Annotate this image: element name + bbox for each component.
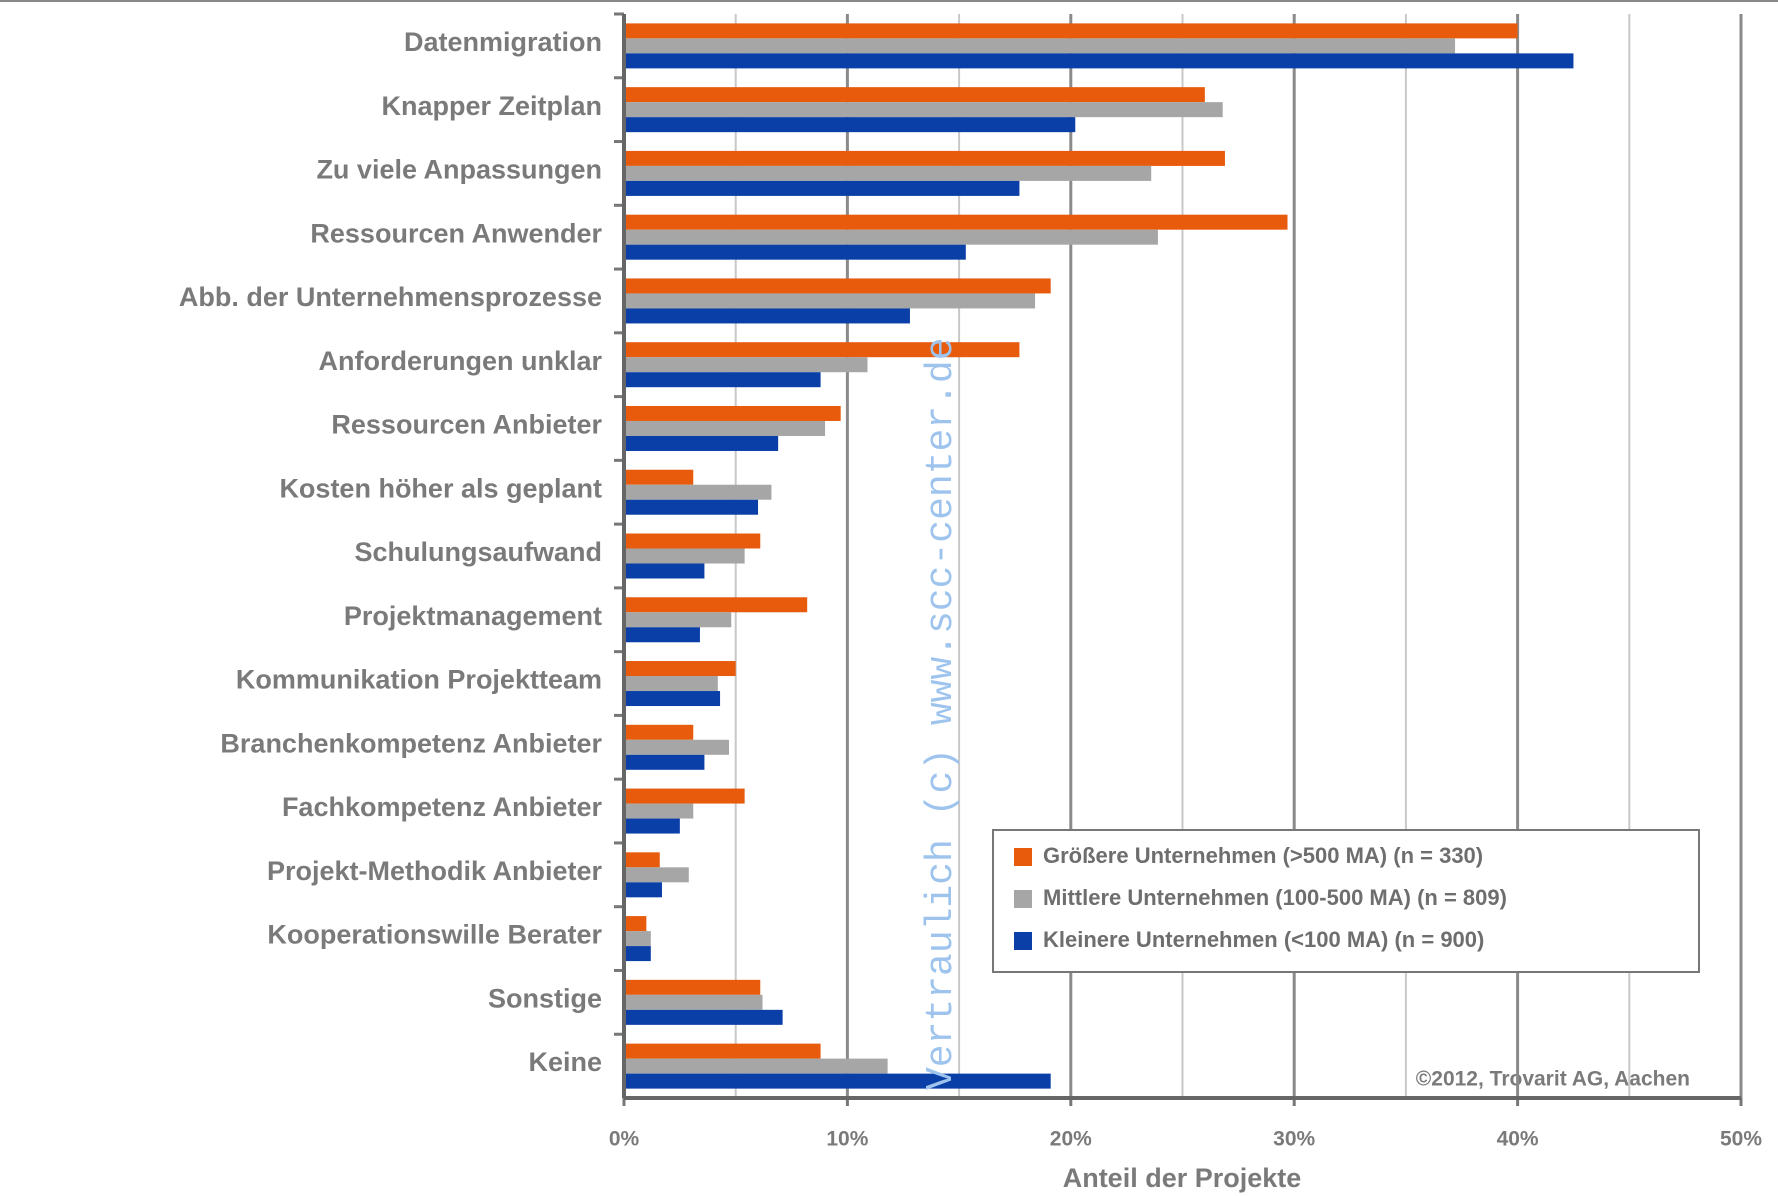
x-tick-label: 30% bbox=[1273, 1128, 1315, 1151]
x-tick-label: 50% bbox=[1720, 1128, 1762, 1151]
bar bbox=[624, 916, 647, 932]
x-tick-label: 20% bbox=[1050, 1128, 1092, 1151]
bar bbox=[624, 803, 694, 819]
category-label: Anforderungen unklar bbox=[318, 346, 602, 376]
category-label: Kommunikation Projektteam bbox=[236, 665, 602, 695]
bar bbox=[624, 23, 1518, 39]
bar bbox=[624, 484, 772, 500]
legend-swatch bbox=[1014, 848, 1032, 866]
bar bbox=[624, 342, 1020, 358]
watermark: Vertraulich (c) www.scc-center.de bbox=[920, 337, 963, 1090]
category-label: Projektmanagement bbox=[344, 601, 602, 631]
x-tick-label: 40% bbox=[1497, 1128, 1539, 1151]
x-tick-label: 10% bbox=[826, 1128, 868, 1151]
bar bbox=[624, 691, 721, 707]
bar bbox=[624, 818, 680, 834]
bar bbox=[624, 499, 759, 515]
category-label: Datenmigration bbox=[404, 27, 602, 57]
category-label: Branchenkompetenz Anbieter bbox=[220, 728, 602, 758]
bar bbox=[624, 627, 700, 643]
category-label: Projekt-Methodik Anbieter bbox=[267, 856, 603, 886]
bar bbox=[624, 548, 745, 564]
legend-label: Mittlere Unternehmen (100-500 MA) (n = 8… bbox=[1043, 885, 1507, 910]
bar bbox=[624, 867, 689, 883]
bar bbox=[624, 214, 1288, 230]
bar bbox=[624, 87, 1205, 103]
bar bbox=[624, 38, 1456, 54]
bar bbox=[624, 244, 966, 260]
bar bbox=[624, 979, 761, 995]
category-label: Sonstige bbox=[488, 983, 602, 1013]
bar bbox=[624, 563, 705, 579]
bar bbox=[624, 724, 694, 740]
category-label: Ressourcen Anbieter bbox=[331, 410, 602, 440]
bar bbox=[624, 1043, 821, 1059]
bar bbox=[624, 435, 779, 451]
x-tick-label: 0% bbox=[609, 1128, 640, 1151]
bar bbox=[624, 293, 1036, 309]
bar bbox=[624, 278, 1051, 294]
bar bbox=[624, 597, 808, 613]
category-label: Fachkompetenz Anbieter bbox=[282, 792, 603, 822]
bar bbox=[624, 1058, 888, 1074]
bar bbox=[624, 372, 821, 388]
legend-swatch bbox=[1014, 890, 1032, 908]
bar bbox=[624, 788, 745, 804]
category-label: Knapper Zeitplan bbox=[381, 91, 602, 121]
legend-swatch bbox=[1014, 932, 1032, 950]
bar bbox=[624, 180, 1020, 196]
bar bbox=[624, 102, 1223, 118]
bar bbox=[624, 882, 662, 898]
x-axis-label: Anteil der Projekte bbox=[1063, 1163, 1302, 1193]
bar bbox=[624, 117, 1076, 133]
bar bbox=[624, 405, 841, 421]
category-label: Schulungsaufwand bbox=[354, 537, 602, 567]
bar bbox=[624, 612, 732, 628]
bar bbox=[624, 739, 729, 755]
category-label: Abb. der Unternehmensprozesse bbox=[179, 282, 602, 312]
bar bbox=[624, 533, 761, 549]
bar bbox=[624, 308, 910, 324]
bar bbox=[624, 150, 1225, 166]
legend-label: Größere Unternehmen (>500 MA) (n = 330) bbox=[1043, 843, 1483, 868]
category-label: Keine bbox=[528, 1047, 602, 1077]
legend-label: Kleinere Unternehmen (<100 MA) (n = 900) bbox=[1043, 927, 1484, 952]
bar bbox=[624, 1073, 1051, 1089]
category-label: Ressourcen Anwender bbox=[310, 218, 602, 248]
bar bbox=[624, 754, 705, 770]
bar bbox=[624, 420, 826, 436]
bar bbox=[624, 229, 1158, 245]
legend: Größere Unternehmen (>500 MA) (n = 330) M… bbox=[992, 829, 1700, 973]
bar bbox=[624, 165, 1152, 181]
category-label: Kooperationswille Berater bbox=[267, 920, 602, 950]
bar bbox=[624, 469, 694, 485]
bar bbox=[624, 676, 718, 692]
category-label: Kosten höher als geplant bbox=[279, 473, 602, 503]
bar bbox=[624, 53, 1574, 69]
bar bbox=[624, 1009, 783, 1025]
bar bbox=[624, 852, 660, 868]
bar bbox=[624, 931, 651, 947]
bar bbox=[624, 946, 651, 962]
legend-box bbox=[992, 829, 1700, 973]
bar bbox=[624, 357, 868, 373]
bar bbox=[624, 661, 736, 677]
bar bbox=[624, 994, 763, 1010]
category-label: Zu viele Anpassungen bbox=[316, 155, 602, 185]
copyright: ©2012, Trovarit AG, Aachen bbox=[1416, 1068, 1690, 1091]
